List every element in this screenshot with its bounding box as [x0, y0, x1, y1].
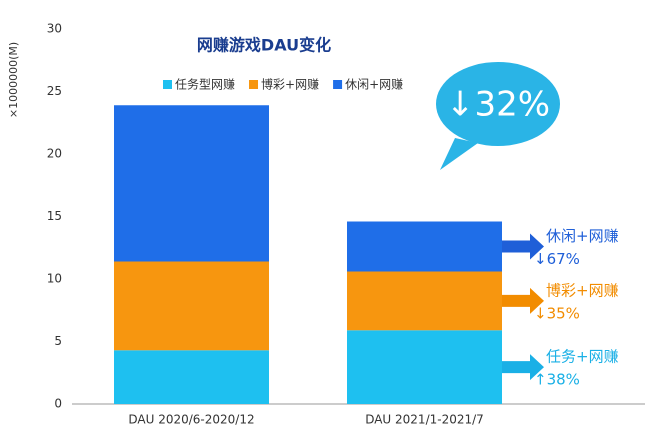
- y-axis-label: ×1000000(M): [7, 42, 20, 118]
- annotation-label: 休闲+网赚: [546, 227, 619, 245]
- x-tick-label: DAU 2020/6-2020/12: [128, 413, 254, 427]
- bar-segment: [114, 105, 269, 262]
- annotation-change: ↑38%: [534, 371, 580, 389]
- annotation-label: 博彩+网赚: [546, 281, 619, 299]
- legend-label: 休闲+网赚: [345, 77, 403, 92]
- bar-segment: [347, 271, 502, 331]
- y-tick-label: 30: [47, 22, 62, 36]
- y-tick-label: 5: [54, 334, 62, 348]
- y-tick-label: 15: [47, 209, 62, 223]
- legend-swatch: [333, 80, 343, 89]
- callout-shape: [436, 62, 560, 146]
- callout-tail: [440, 138, 478, 170]
- callout-text: ↓32%: [446, 85, 550, 125]
- annotation-change: ↓35%: [534, 304, 580, 322]
- y-tick-label: 20: [47, 147, 62, 161]
- y-tick-label: 0: [54, 397, 62, 411]
- bar-segment: [114, 350, 269, 404]
- legend-swatch: [249, 80, 259, 89]
- legend-swatch: [163, 80, 172, 89]
- y-tick-label: 10: [47, 272, 62, 286]
- chart-title: 网赚游戏DAU变化: [197, 36, 331, 55]
- annotation-label: 任务+网赚: [546, 348, 619, 366]
- legend-label: 任务型网赚: [175, 77, 235, 92]
- bar-segment: [114, 261, 269, 351]
- annotation-change: ↓67%: [534, 250, 580, 268]
- annotation-arrow: [502, 287, 544, 314]
- bar-segment: [347, 330, 502, 404]
- x-tick-label: DAU 2021/1-2021/7: [365, 413, 484, 427]
- bar-segment: [347, 221, 502, 272]
- annotation-arrow: [502, 233, 544, 260]
- legend-label: 博彩+网赚: [261, 77, 319, 92]
- callout-bubble: ↓32%: [436, 62, 560, 170]
- y-tick-label: 25: [47, 84, 62, 98]
- annotation-arrow: [502, 354, 544, 381]
